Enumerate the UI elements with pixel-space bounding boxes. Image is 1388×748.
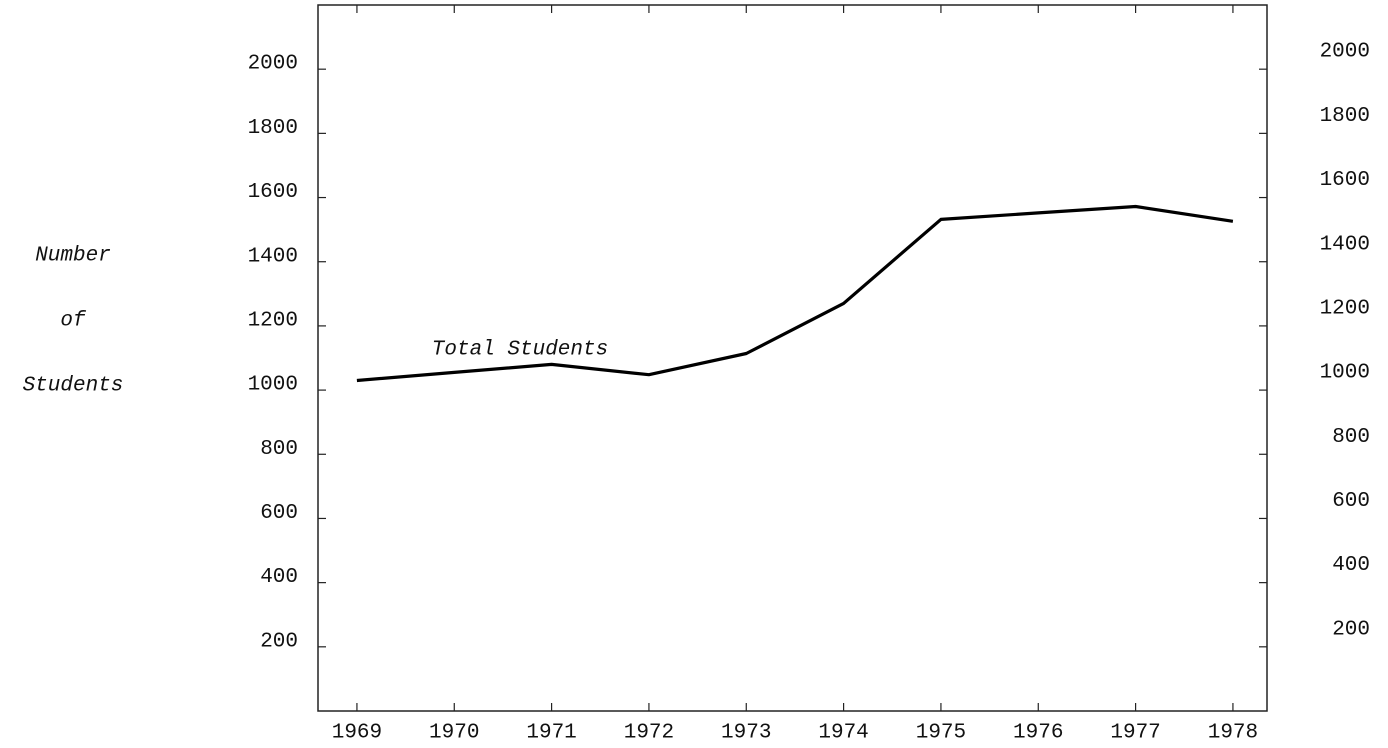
- y2-tick-label: 1200: [1320, 297, 1370, 320]
- y-tick-label: 1200: [248, 309, 298, 332]
- x-tick-label: 1976: [1013, 722, 1063, 745]
- y-tick-label: 1600: [248, 181, 298, 204]
- y-tick-label: 800: [260, 438, 298, 461]
- y2-tick-label: 1400: [1320, 233, 1370, 256]
- y2-tick-label: 1600: [1320, 169, 1370, 192]
- data-line: [356, 204, 1234, 383]
- y2-tick-label: 800: [1332, 426, 1370, 449]
- y2-tick-label: 200: [1332, 618, 1370, 641]
- y-tick-label: 2000: [248, 53, 298, 76]
- x-tick-label: 1975: [916, 722, 966, 745]
- x-tick-label: 1969: [332, 722, 382, 745]
- x-tick-label: 1974: [818, 722, 868, 745]
- x-tick-label: 1977: [1110, 722, 1160, 745]
- y-tick-label: 1000: [248, 374, 298, 397]
- y2-tick-label: 2000: [1320, 41, 1370, 64]
- y2-tick-label: 1000: [1320, 362, 1370, 385]
- y-axis-label: of: [60, 310, 87, 333]
- y-tick-label: 1800: [248, 117, 298, 140]
- y-axis-label: Students: [23, 375, 124, 398]
- y-axis-label: Number: [35, 245, 111, 268]
- x-tick-label: 1970: [429, 722, 479, 745]
- x-tick-label: 1971: [526, 722, 576, 745]
- x-tick-label: 1973: [721, 722, 771, 745]
- y-tick-label: 600: [260, 502, 298, 525]
- y-tick-label: 200: [260, 630, 298, 653]
- plot-frame: [317, 4, 1268, 712]
- y-tick-label: 400: [260, 566, 298, 589]
- x-tick-label: 1972: [624, 722, 674, 745]
- y2-tick-label: 400: [1332, 554, 1370, 577]
- y2-tick-label: 600: [1332, 490, 1370, 513]
- x-tick-label: 1978: [1208, 722, 1258, 745]
- y2-tick-label: 1800: [1320, 105, 1370, 128]
- y-tick-label: 1400: [248, 245, 298, 268]
- annotation: Total Students: [432, 339, 608, 362]
